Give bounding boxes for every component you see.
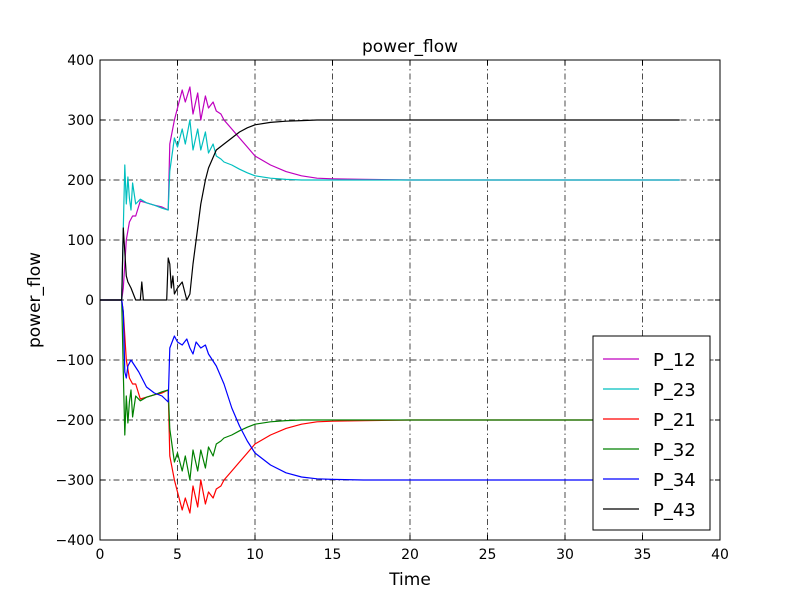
legend-label: P_34 [653,470,696,491]
legend-box [592,335,711,531]
y-tick-label: −300 [56,473,94,489]
y-tick-label: −400 [56,533,94,549]
legend: P_12 P_23 P_21 P_32 P_34 P_43 [592,335,711,531]
legend-label: P_32 [653,440,696,461]
series-line-p-43 [100,119,680,301]
series-line-p-21 [100,299,680,514]
x-tick-label: 40 [711,547,729,563]
legend-label: P_43 [653,500,696,521]
x-tick-label: 35 [634,547,652,563]
series-line-p-34 [100,299,680,481]
legend-label: P_23 [653,380,696,401]
x-tick-label: 30 [556,547,574,563]
y-tick-label: 0 [85,293,94,309]
x-tick-label: 25 [479,547,497,563]
x-tick-label: 0 [96,547,105,563]
y-tick-label: 400 [67,53,94,69]
chart-title: power_flow [362,37,458,57]
y-tick-label: 300 [67,113,94,129]
series-line-p-32 [100,299,680,481]
legend-label: P_21 [653,410,696,431]
x-tick-label: 15 [324,547,342,563]
y-tick-label: 100 [67,233,94,249]
y-tick-label: −100 [56,353,94,369]
legend-label: P_12 [653,350,696,371]
series-line-p-23 [100,119,680,301]
x-tick-label: 5 [173,547,182,563]
y-tick-label: 200 [67,173,94,189]
x-tick-label: 10 [246,547,264,563]
y-tick-label: −200 [56,413,94,429]
x-tick-label: 20 [401,547,419,563]
y-axis-label: power_flow [25,252,45,348]
plot-lines [100,86,680,514]
x-axis-label: Time [388,570,431,590]
series-line-p-12 [100,86,680,301]
ticks: 0 5 10 15 20 25 30 35 40 −400 −300 −200 −100 0 100 200 3… [56,53,729,563]
